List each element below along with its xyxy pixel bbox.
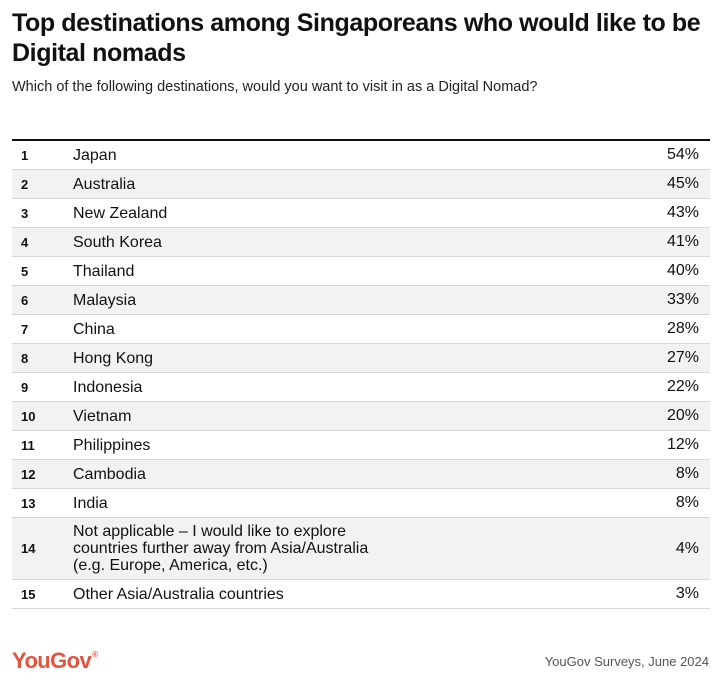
rank-cell: 4 bbox=[21, 234, 29, 250]
yougov-logo: YouGov® bbox=[12, 648, 98, 674]
rank-cell: 7 bbox=[21, 321, 29, 337]
rank-cell: 13 bbox=[21, 495, 36, 511]
logo-text: YouGov bbox=[12, 648, 92, 673]
destination-cell: Not applicable – I would like to explore… bbox=[73, 523, 369, 574]
table-row: 8 Hong Kong 27% bbox=[12, 344, 710, 373]
chart-title: Top destinations among Singaporeans who … bbox=[12, 9, 701, 67]
table-row: 6 Malaysia 33% bbox=[12, 286, 710, 315]
rank-cell: 5 bbox=[21, 263, 29, 279]
table-row: 3 New Zealand 43% bbox=[12, 199, 710, 228]
percentage-cell: 3% bbox=[675, 585, 699, 602]
percentage-cell: 20% bbox=[666, 407, 699, 424]
rank-cell: 9 bbox=[21, 379, 29, 395]
percentage-cell: 43% bbox=[666, 204, 699, 221]
percentage-cell: 4% bbox=[675, 539, 699, 557]
destination-cell: India bbox=[73, 494, 108, 512]
rank-cell: 1 bbox=[21, 147, 29, 163]
rank-cell: 12 bbox=[21, 466, 36, 482]
percentage-cell: 41% bbox=[666, 233, 699, 250]
percentage-cell: 22% bbox=[666, 378, 699, 395]
table-row: 1 Japan 54% bbox=[12, 141, 710, 170]
destination-cell: Hong Kong bbox=[73, 349, 154, 367]
destination-cell: Vietnam bbox=[73, 407, 132, 425]
percentage-cell: 45% bbox=[666, 175, 699, 192]
percentage-cell: 27% bbox=[666, 349, 699, 366]
table-row: 9 Indonesia 22% bbox=[12, 373, 710, 402]
destination-cell: Other Asia/Australia countries bbox=[73, 585, 284, 603]
destination-cell: Indonesia bbox=[73, 378, 143, 396]
rank-cell: 10 bbox=[21, 408, 36, 424]
percentage-cell: 33% bbox=[666, 291, 699, 308]
percentage-cell: 28% bbox=[666, 320, 699, 337]
registered-mark: ® bbox=[92, 650, 98, 659]
destination-cell: New Zealand bbox=[73, 204, 168, 222]
percentage-cell: 40% bbox=[666, 262, 699, 279]
table-row: 12 Cambodia 8% bbox=[12, 460, 710, 489]
destination-cell: Malaysia bbox=[73, 291, 137, 309]
table-row: 14 Not applicable – I would like to explo… bbox=[12, 518, 710, 580]
rank-cell: 11 bbox=[21, 437, 35, 453]
percentage-cell: 8% bbox=[675, 494, 699, 511]
destination-cell: Thailand bbox=[73, 262, 135, 280]
percentage-cell: 8% bbox=[675, 465, 699, 482]
rank-cell: 14 bbox=[21, 541, 36, 556]
destination-cell: Philippines bbox=[73, 436, 151, 454]
table-row: 2 Australia 45% bbox=[12, 170, 710, 199]
destination-cell: Australia bbox=[73, 175, 136, 193]
destination-cell: South Korea bbox=[73, 233, 162, 251]
rank-cell: 15 bbox=[21, 586, 36, 602]
ranking-table: 1 Japan 54% 2 Australia 45% 3 New Zealand 43% 4 So… bbox=[12, 139, 710, 609]
table-row: 4 South Korea 41% bbox=[12, 228, 710, 257]
rank-cell: 2 bbox=[21, 176, 29, 192]
rank-cell: 6 bbox=[21, 292, 29, 308]
table-row: 11 Philippines 12% bbox=[12, 431, 710, 460]
percentage-cell: 12% bbox=[666, 436, 699, 453]
table-row: 7 China 28% bbox=[12, 315, 710, 344]
source-note: YouGov Surveys, June 2024 bbox=[544, 654, 709, 669]
destination-cell: Japan bbox=[73, 146, 117, 164]
table-row: 10 Vietnam 20% bbox=[12, 402, 710, 431]
table-row: 13 India 8% bbox=[12, 489, 710, 518]
rank-cell: 8 bbox=[21, 350, 29, 366]
destination-cell: Cambodia bbox=[73, 465, 146, 483]
chart-subtitle: Which of the following destinations, wou… bbox=[12, 79, 538, 95]
destination-cell: China bbox=[73, 320, 115, 338]
table-row: 5 Thailand 40% bbox=[12, 257, 710, 286]
rank-cell: 3 bbox=[21, 205, 29, 221]
percentage-cell: 54% bbox=[666, 146, 699, 163]
table-row: 15 Other Asia/Australia countries 3% bbox=[12, 580, 710, 609]
